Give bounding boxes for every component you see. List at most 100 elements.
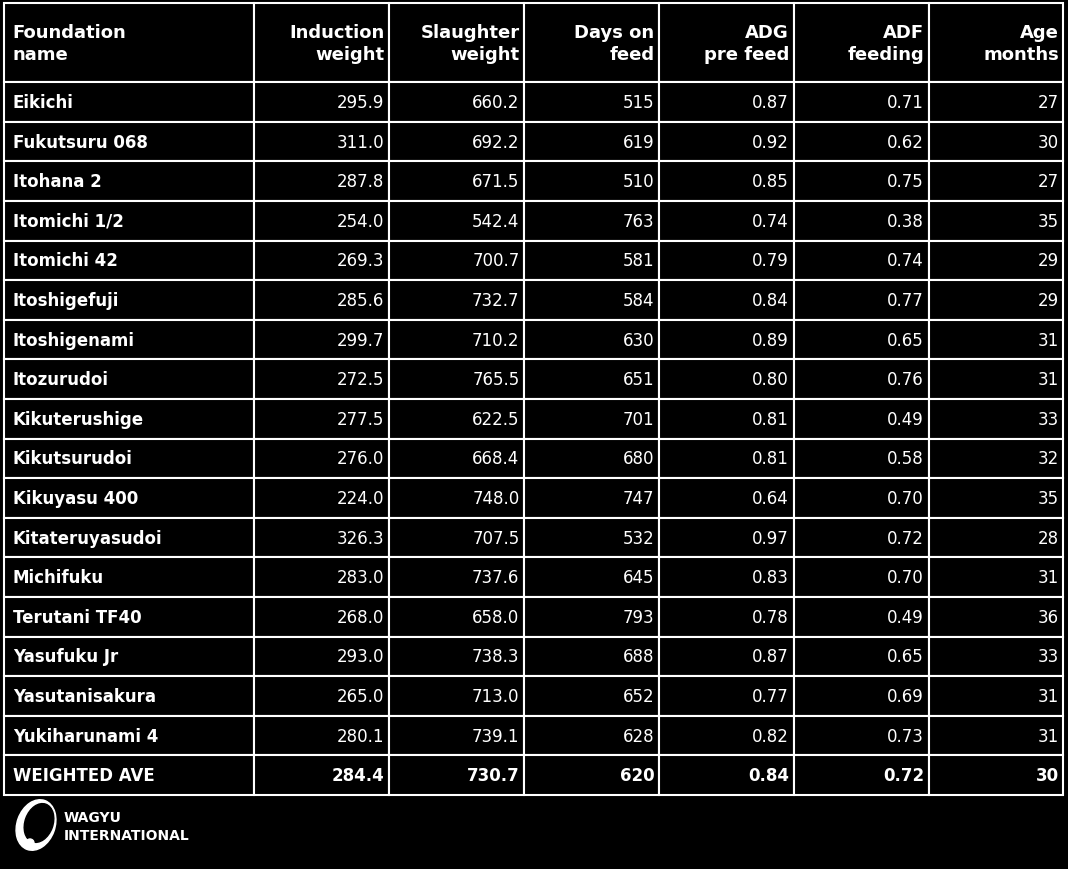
- Text: 27: 27: [1038, 173, 1058, 191]
- Bar: [524, 637, 659, 676]
- Text: Days on
feed: Days on feed: [575, 23, 655, 63]
- Bar: [794, 4, 929, 83]
- Text: 0.78: 0.78: [752, 608, 789, 626]
- Bar: [524, 558, 659, 597]
- Bar: [659, 4, 794, 83]
- Bar: [794, 242, 929, 281]
- Text: 224.0: 224.0: [337, 489, 384, 507]
- Text: 0.49: 0.49: [888, 608, 924, 626]
- Text: Eikichi: Eikichi: [13, 94, 74, 112]
- Text: 0.70: 0.70: [888, 568, 924, 587]
- Text: 510: 510: [623, 173, 655, 191]
- Bar: [929, 281, 1064, 321]
- Bar: [794, 637, 929, 676]
- Text: 268.0: 268.0: [337, 608, 384, 626]
- Text: 688: 688: [623, 647, 655, 666]
- Text: 645: 645: [623, 568, 655, 587]
- Text: 0.79: 0.79: [752, 252, 789, 270]
- Text: 272.5: 272.5: [337, 371, 384, 388]
- Bar: [794, 83, 929, 123]
- Bar: [390, 4, 524, 83]
- Text: Itomichi 1/2: Itomichi 1/2: [13, 213, 124, 230]
- Bar: [254, 439, 390, 479]
- Text: 30: 30: [1036, 766, 1058, 785]
- Bar: [794, 755, 929, 795]
- Text: 0.81: 0.81: [752, 410, 789, 428]
- Text: Itoshigenami: Itoshigenami: [13, 331, 135, 349]
- Text: 0.65: 0.65: [888, 647, 924, 666]
- Bar: [390, 716, 524, 755]
- Bar: [524, 321, 659, 360]
- Bar: [4, 716, 254, 755]
- Bar: [929, 202, 1064, 242]
- Bar: [4, 558, 254, 597]
- Text: 0.84: 0.84: [752, 292, 789, 309]
- Bar: [254, 242, 390, 281]
- Text: Yukiharunami 4: Yukiharunami 4: [13, 726, 158, 745]
- Bar: [794, 400, 929, 439]
- Bar: [524, 676, 659, 716]
- Text: Itomichi 42: Itomichi 42: [13, 252, 117, 270]
- Text: 0.72: 0.72: [888, 529, 924, 547]
- Text: 293.0: 293.0: [337, 647, 384, 666]
- Bar: [659, 163, 794, 202]
- Bar: [254, 83, 390, 123]
- Text: 33: 33: [1037, 647, 1058, 666]
- Text: 0.82: 0.82: [752, 726, 789, 745]
- Bar: [794, 321, 929, 360]
- Bar: [794, 676, 929, 716]
- Bar: [390, 123, 524, 163]
- Bar: [254, 163, 390, 202]
- Text: 0.97: 0.97: [752, 529, 789, 547]
- Bar: [4, 360, 254, 400]
- Text: 630: 630: [623, 331, 655, 349]
- Text: 31: 31: [1037, 726, 1058, 745]
- Text: 651: 651: [623, 371, 655, 388]
- Text: 532: 532: [623, 529, 655, 547]
- Bar: [254, 716, 390, 755]
- Bar: [4, 4, 254, 83]
- Bar: [390, 518, 524, 558]
- Text: Terutani TF40: Terutani TF40: [13, 608, 141, 626]
- Bar: [390, 83, 524, 123]
- Bar: [390, 479, 524, 518]
- Text: Induction
weight: Induction weight: [289, 23, 384, 63]
- Bar: [254, 518, 390, 558]
- Bar: [929, 439, 1064, 479]
- Text: 287.8: 287.8: [337, 173, 384, 191]
- Bar: [929, 400, 1064, 439]
- Bar: [254, 676, 390, 716]
- Text: WEIGHTED AVE: WEIGHTED AVE: [13, 766, 155, 785]
- Bar: [929, 321, 1064, 360]
- Text: INTERNATIONAL: INTERNATIONAL: [64, 828, 190, 842]
- Text: 713.0: 713.0: [472, 687, 519, 705]
- Text: 30: 30: [1038, 134, 1058, 151]
- Bar: [254, 321, 390, 360]
- Text: 660.2: 660.2: [472, 94, 519, 112]
- Bar: [524, 202, 659, 242]
- Text: 276.0: 276.0: [337, 450, 384, 468]
- Bar: [794, 360, 929, 400]
- Bar: [659, 439, 794, 479]
- Text: 0.77: 0.77: [752, 687, 789, 705]
- Bar: [390, 360, 524, 400]
- Text: 628: 628: [623, 726, 655, 745]
- Text: 0.87: 0.87: [752, 94, 789, 112]
- Text: 658.0: 658.0: [472, 608, 519, 626]
- Bar: [524, 242, 659, 281]
- Text: 0.87: 0.87: [752, 647, 789, 666]
- Bar: [794, 716, 929, 755]
- Bar: [794, 281, 929, 321]
- Bar: [254, 281, 390, 321]
- Bar: [659, 123, 794, 163]
- Text: Kikuyasu 400: Kikuyasu 400: [13, 489, 138, 507]
- Ellipse shape: [16, 799, 56, 850]
- Text: 652: 652: [623, 687, 655, 705]
- Bar: [390, 676, 524, 716]
- Bar: [4, 479, 254, 518]
- Bar: [659, 597, 794, 637]
- Text: 0.74: 0.74: [752, 213, 789, 230]
- Bar: [794, 202, 929, 242]
- Bar: [254, 755, 390, 795]
- Text: 0.80: 0.80: [752, 371, 789, 388]
